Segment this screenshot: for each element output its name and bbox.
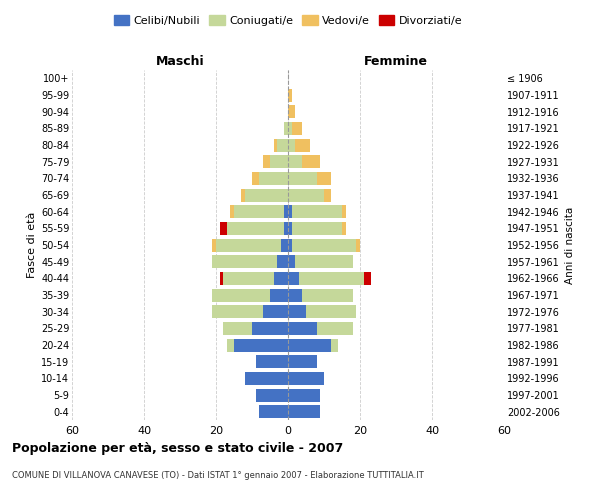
Bar (270, 288, 288, 302)
Bar (241, 188, 245, 202)
Bar (220, 272, 223, 285)
Bar (356, 238, 360, 252)
Bar (306, 305, 356, 318)
Bar (212, 255, 277, 268)
Bar (288, 322, 317, 335)
Text: COMUNE DI VILLANOVA CANAVESE (TO) - Dati ISTAT 1° gennaio 2007 - Elaborazione TU: COMUNE DI VILLANOVA CANAVESE (TO) - Dati… (12, 471, 424, 480)
Bar (295, 138, 310, 151)
Bar (284, 122, 288, 135)
Bar (288, 222, 292, 235)
Bar (288, 172, 317, 185)
Bar (288, 338, 331, 351)
Text: Femmine: Femmine (364, 56, 428, 68)
Bar (317, 322, 353, 335)
Bar (317, 172, 331, 185)
Bar (245, 188, 288, 202)
Bar (342, 205, 346, 218)
Bar (274, 138, 277, 151)
Text: Maschi: Maschi (155, 56, 205, 68)
Bar (230, 205, 234, 218)
Bar (288, 372, 324, 385)
Bar (281, 238, 288, 252)
Bar (263, 305, 288, 318)
Bar (292, 238, 356, 252)
Bar (234, 338, 288, 351)
Y-axis label: Fasce di età: Fasce di età (26, 212, 37, 278)
Bar (288, 155, 302, 168)
Bar (288, 138, 295, 151)
Bar (245, 372, 288, 385)
Bar (295, 255, 353, 268)
Bar (212, 288, 270, 302)
Bar (288, 255, 295, 268)
Bar (216, 238, 281, 252)
Bar (364, 272, 371, 285)
Bar (288, 238, 292, 252)
Bar (292, 222, 342, 235)
Text: Popolazione per età, sesso e stato civile - 2007: Popolazione per età, sesso e stato civil… (12, 442, 343, 455)
Bar (288, 305, 306, 318)
Bar (299, 272, 364, 285)
Bar (288, 88, 292, 102)
Bar (302, 288, 353, 302)
Bar (288, 188, 324, 202)
Bar (284, 222, 288, 235)
Bar (277, 138, 288, 151)
Bar (288, 105, 295, 118)
Bar (259, 405, 288, 418)
Bar (263, 155, 270, 168)
Bar (288, 388, 320, 402)
Bar (270, 155, 288, 168)
Bar (256, 355, 288, 368)
Bar (274, 272, 288, 285)
Bar (302, 155, 320, 168)
Bar (227, 222, 284, 235)
Bar (227, 338, 234, 351)
Bar (331, 338, 338, 351)
Bar (212, 305, 263, 318)
Bar (212, 238, 216, 252)
Bar (223, 272, 274, 285)
Bar (220, 222, 227, 235)
Bar (288, 288, 302, 302)
Bar (223, 322, 252, 335)
Y-axis label: Anni di nascita: Anni di nascita (565, 206, 575, 284)
Bar (288, 272, 299, 285)
Legend: Celibi/Nubili, Coniugati/e, Vedovi/e, Divorziati/e: Celibi/Nubili, Coniugati/e, Vedovi/e, Di… (109, 10, 467, 30)
Bar (252, 172, 259, 185)
Bar (288, 205, 292, 218)
Bar (234, 205, 284, 218)
Bar (324, 188, 331, 202)
Bar (284, 205, 288, 218)
Bar (252, 322, 288, 335)
Bar (259, 172, 288, 185)
Bar (256, 388, 288, 402)
Bar (277, 255, 288, 268)
Bar (292, 122, 302, 135)
Bar (288, 355, 317, 368)
Bar (342, 222, 346, 235)
Bar (292, 205, 342, 218)
Bar (288, 405, 320, 418)
Bar (288, 122, 292, 135)
